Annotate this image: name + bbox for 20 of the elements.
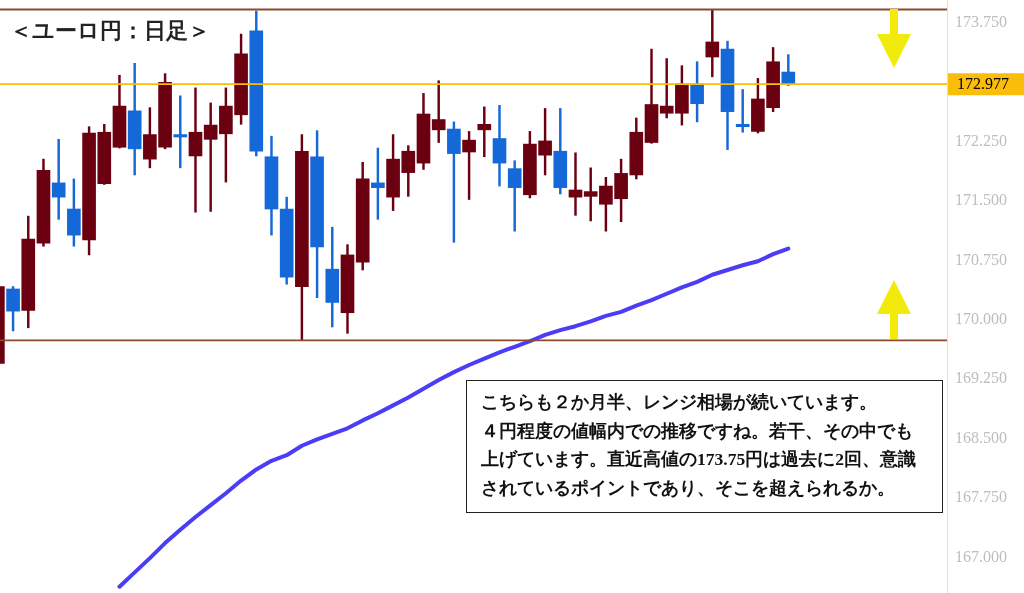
ref-line-label: 172.977 [957,75,1009,93]
text: ＜ユーロ円：日足＞ [10,17,210,45]
y-tick-label: 168.500 [955,428,1007,446]
candlestick [705,9,720,78]
candlestick [173,95,188,169]
candlestick [735,89,750,133]
annotation: ４円程度の値幅内での推移ですね。若干、その中でも上げています。直近高値の173.75円は過去に2回、意識されているポイントであり、そこを超えられるか。 [481,419,917,501]
candlestick [51,139,66,220]
annotation: こちらも２か月半、レンジ相場が続いています。 [481,391,878,414]
y-tick-label: 167.750 [955,488,1007,506]
y-tick-label: 173.750 [955,13,1007,31]
y-tick-label: 169.250 [955,369,1007,387]
candlestick [477,106,492,158]
y-tick-label: 170.750 [955,250,1007,268]
y-tick-label: 171.500 [955,191,1007,209]
y-tick-label: 167.000 [955,547,1007,565]
y-tick-label: 172.250 [955,131,1007,149]
candlestick [431,80,446,143]
candlestick [188,87,203,213]
y-tick-label: 170.000 [955,310,1007,328]
